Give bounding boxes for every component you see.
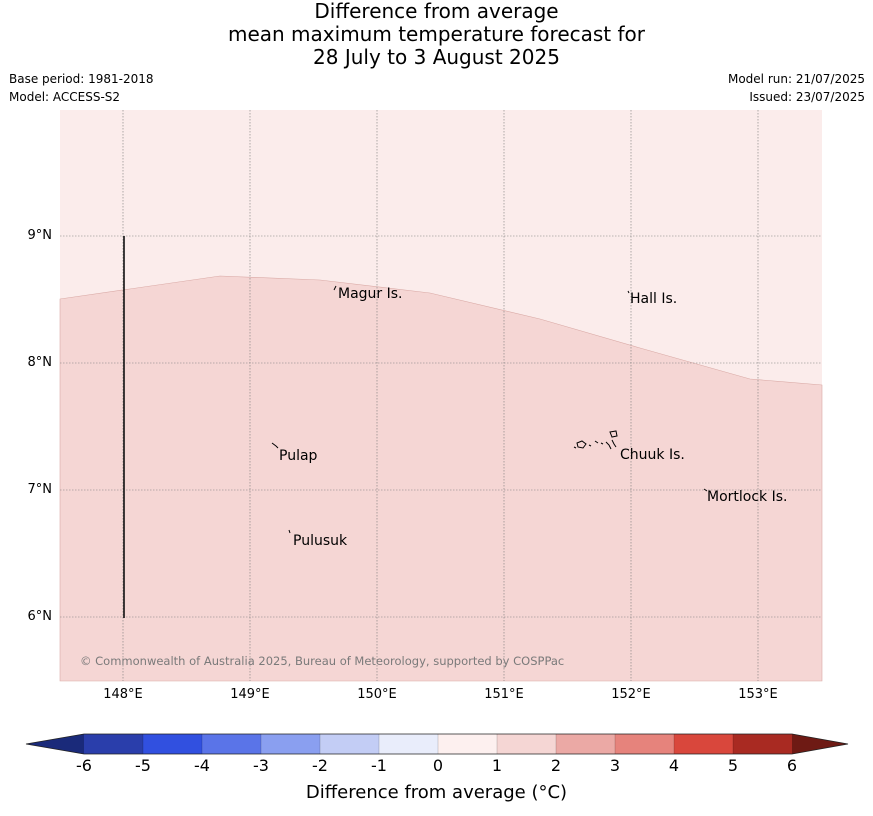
island-pulap xyxy=(271,442,279,449)
colorbar-segment xyxy=(84,734,143,754)
colorbar-extend-low xyxy=(26,734,84,754)
title-line-2: mean maximum temperature forecast for xyxy=(227,22,645,46)
colorbar-extend-high xyxy=(792,734,848,754)
lat-label-9: 9°N xyxy=(27,228,53,243)
lon-label-149: 149°E xyxy=(230,687,270,702)
lon-label-151: 151°E xyxy=(484,687,524,702)
meta-right: Model run: 21/07/2025 Issued: 23/07/2025 xyxy=(728,70,865,106)
colorbar-segment xyxy=(674,734,733,754)
island-hall xyxy=(627,290,630,294)
colorbar-segment xyxy=(320,734,379,754)
colorbar-segment xyxy=(733,734,792,754)
colorbar-segment xyxy=(202,734,261,754)
colorbar-tick-label: -6 xyxy=(76,756,92,775)
lon-label-150: 150°E xyxy=(357,687,397,702)
model-name: Model: ACCESS-S2 xyxy=(9,90,121,104)
colorbar-tick-label: -2 xyxy=(312,756,328,775)
lat-label-8: 8°N xyxy=(27,355,53,370)
lon-label-148: 148°E xyxy=(103,687,143,702)
place-label-magur: Magur Is. xyxy=(338,286,403,302)
colorbar-tick-label: 0 xyxy=(432,756,444,775)
colorbar-segment xyxy=(438,734,497,754)
model-run: Model run: 21/07/2025 xyxy=(727,72,865,86)
island-shapes xyxy=(271,285,708,534)
island-magur xyxy=(333,285,337,291)
place-label-pulusuk: Pulusuk xyxy=(293,533,348,549)
colorbar-tick-label: 4 xyxy=(668,756,680,775)
chart-title: Difference from average mean maximum tem… xyxy=(0,0,873,69)
title-line-1: Difference from average xyxy=(314,0,559,23)
island-chuuk-lagoon xyxy=(573,430,618,450)
lon-label-152: 152°E xyxy=(611,687,651,702)
meta-left: Base period: 1981-2018 Model: ACCESS-S2 xyxy=(9,70,154,106)
island-mortlock xyxy=(703,488,708,492)
colorbar-tick-label: 6 xyxy=(786,756,798,775)
place-label-pulap: Pulap xyxy=(279,448,318,464)
colorbar-outline xyxy=(25,733,849,755)
colorbar-tick-label: -1 xyxy=(371,756,387,775)
colorbar-tick-label: 2 xyxy=(550,756,562,775)
lat-label-7: 7°N xyxy=(27,482,53,497)
island-pulusuk xyxy=(288,529,291,534)
zone-lower xyxy=(59,275,823,682)
colorbar-segment xyxy=(615,734,674,754)
lon-label-153: 153°E xyxy=(738,687,778,702)
base-period: Base period: 1981-2018 xyxy=(9,72,154,86)
lat-label-6: 6°N xyxy=(27,609,53,624)
colorbar-tick-label: -4 xyxy=(194,756,210,775)
issued-date: Issued: 23/07/2025 xyxy=(749,90,865,104)
colorbar-tick-label: -3 xyxy=(253,756,269,775)
colorbar-segment xyxy=(261,734,320,754)
colorbar xyxy=(25,733,849,755)
gridlines xyxy=(60,110,822,681)
colorbar-segment xyxy=(143,734,202,754)
colorbar-segment xyxy=(497,734,556,754)
place-label-chuuk: Chuuk Is. xyxy=(620,447,685,463)
copyright-text: © Commonwealth of Australia 2025, Bureau… xyxy=(80,654,564,668)
colorbar-segment xyxy=(556,734,615,754)
place-label-hall: Hall Is. xyxy=(630,291,677,307)
colorbar-tick-label: 5 xyxy=(727,756,739,775)
place-labels: Magur Is. Hall Is. Pulap Chuuk Is. Mortl… xyxy=(279,286,787,549)
title-line-3: 28 July to 3 August 2025 xyxy=(313,45,560,69)
colorbar-tick-label: -5 xyxy=(135,756,151,775)
colorbar-tick-label: 1 xyxy=(491,756,503,775)
colorbar-tick-label: 3 xyxy=(609,756,621,775)
colorbar-segment xyxy=(379,734,438,754)
place-label-mortlock: Mortlock Is. xyxy=(707,489,787,505)
colorbar-title: Difference from average (°C) xyxy=(305,782,568,803)
